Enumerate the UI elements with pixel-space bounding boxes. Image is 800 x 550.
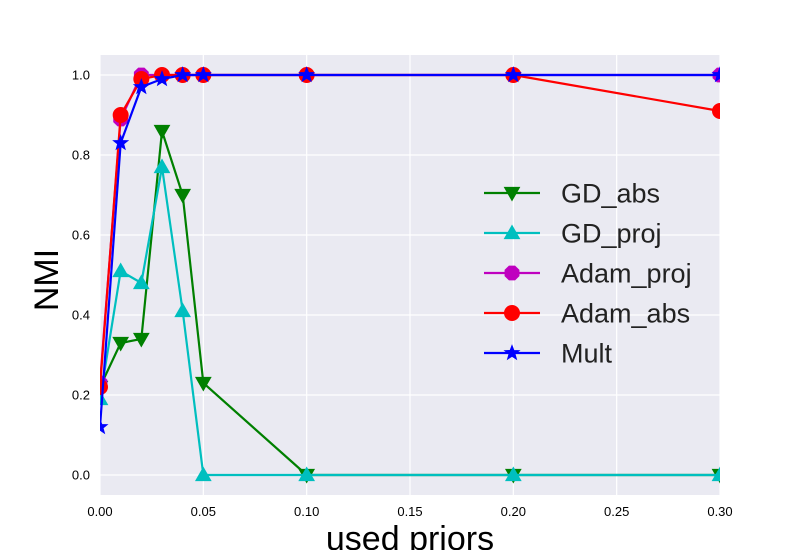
data-point-gd-proj bbox=[194, 466, 212, 482]
y-tick-label: 1.0 bbox=[72, 68, 90, 83]
data-point-gd-proj bbox=[504, 466, 522, 482]
legend-item-adam-abs: Adam_abs bbox=[484, 299, 690, 329]
legend-item-gd-proj: GD_proj bbox=[484, 219, 662, 249]
y-axis-label: NMI bbox=[28, 249, 66, 311]
legend-marker bbox=[503, 224, 521, 240]
data-point-gd-proj bbox=[153, 158, 171, 174]
tick-labels: 0.00 0.05 0.10 0.15 0.20 0.25 0.30 0.0 0.2 0.4 0.6… bbox=[72, 68, 733, 520]
x-tick-label: 0.20 bbox=[501, 504, 526, 519]
data-point-mult bbox=[174, 66, 192, 83]
data-point-mult bbox=[298, 66, 316, 83]
x-tick-label: 0.25 bbox=[604, 504, 629, 519]
legend: GD_abs GD_proj Adam_proj Adam_abs Mult bbox=[484, 179, 692, 369]
data-point-mult bbox=[711, 66, 720, 83]
legend-label: GD_proj bbox=[561, 219, 662, 249]
legend-marker bbox=[503, 186, 521, 202]
data-point-gd-proj bbox=[112, 262, 130, 278]
series-mult bbox=[100, 66, 720, 435]
data-point-mult bbox=[112, 134, 130, 151]
data-point-gd-abs bbox=[112, 336, 130, 352]
y-tick-label: 0.2 bbox=[72, 388, 90, 403]
legend-marker bbox=[504, 265, 520, 281]
legend-marker bbox=[503, 344, 521, 361]
data-point-gd-proj bbox=[711, 466, 720, 482]
data-point-adam-abs bbox=[100, 379, 108, 395]
y-tick-label: 0.6 bbox=[72, 228, 90, 243]
y-tick-label: 0.8 bbox=[72, 148, 90, 163]
legend-item-mult: Mult bbox=[484, 339, 613, 369]
data-point-gd-abs bbox=[174, 188, 192, 204]
data-point-gd-abs bbox=[153, 124, 171, 140]
y-tick-label: 0.4 bbox=[72, 308, 90, 323]
legend-item-gd-abs: GD_abs bbox=[484, 179, 660, 209]
legend-label: Adam_abs bbox=[561, 299, 690, 329]
legend-label: GD_abs bbox=[561, 179, 660, 209]
x-tick-label: 0.05 bbox=[191, 504, 216, 519]
series-group bbox=[100, 66, 720, 484]
data-point-adam-abs bbox=[112, 107, 129, 123]
x-tick-label: 0.15 bbox=[397, 504, 422, 519]
data-point-gd-proj bbox=[298, 466, 316, 482]
data-point-gd-proj bbox=[174, 302, 192, 318]
series-gd-proj bbox=[100, 158, 720, 482]
data-point-mult bbox=[194, 66, 212, 83]
legend-marker bbox=[504, 305, 520, 321]
data-point-mult bbox=[132, 78, 150, 95]
legend-label: Adam_proj bbox=[561, 259, 692, 289]
data-point-adam-abs bbox=[712, 103, 720, 119]
legend-label: Mult bbox=[561, 339, 613, 369]
data-point-gd-proj bbox=[132, 274, 150, 290]
x-tick-label: 0.30 bbox=[707, 504, 732, 519]
legend-item-adam-proj: Adam_proj bbox=[484, 259, 692, 289]
data-point-gd-abs bbox=[132, 332, 150, 348]
data-point-gd-abs bbox=[194, 376, 212, 392]
y-tick-label: 0.0 bbox=[72, 468, 90, 483]
x-axis-label: used priors bbox=[326, 520, 494, 550]
data-point-mult bbox=[100, 418, 109, 435]
x-tick-label: 0.00 bbox=[87, 504, 112, 519]
x-tick-label: 0.10 bbox=[294, 504, 319, 519]
data-point-mult bbox=[504, 66, 522, 83]
data-point-mult bbox=[153, 70, 171, 87]
